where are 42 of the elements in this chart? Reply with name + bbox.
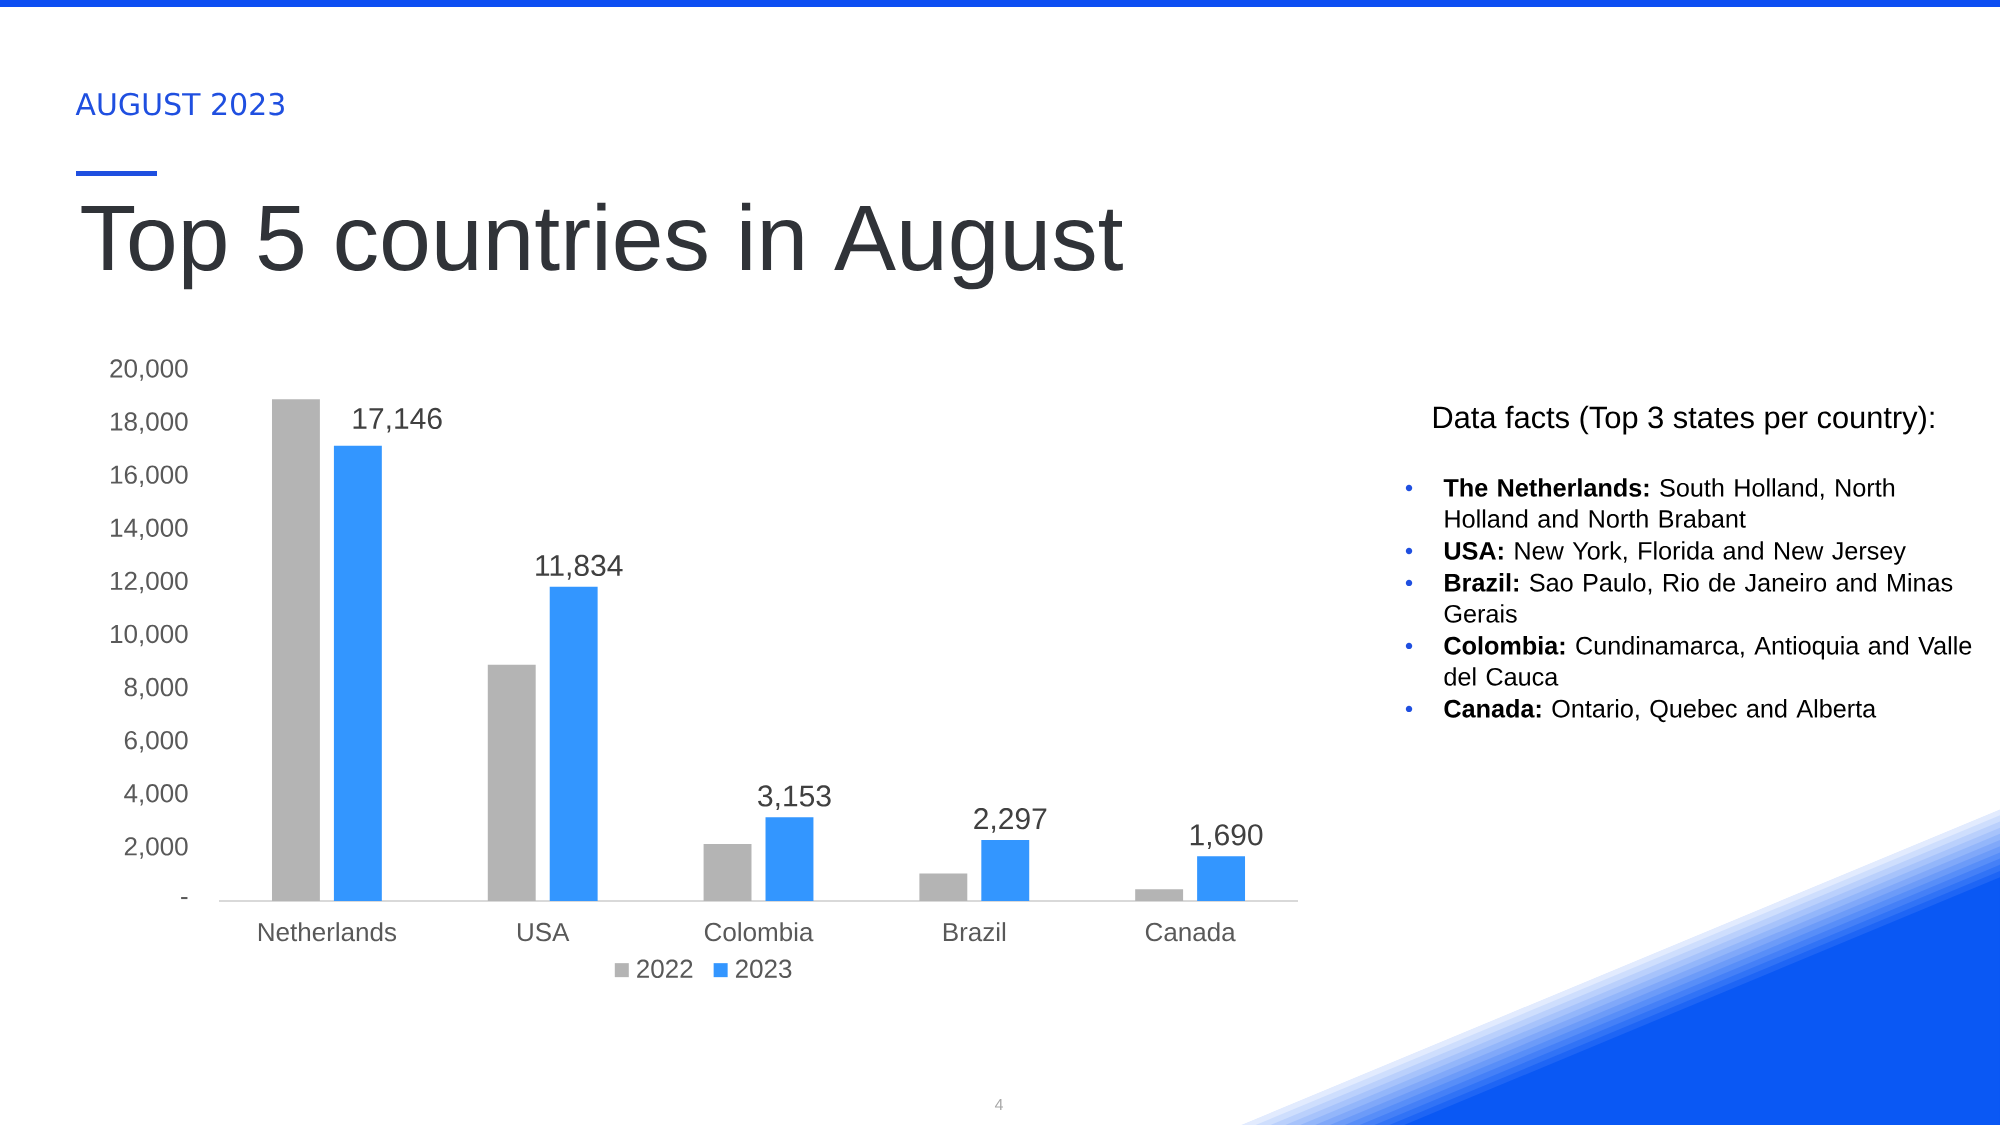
x-tick-label: Colombia (704, 922, 814, 942)
bar (765, 817, 814, 902)
bar (333, 445, 382, 902)
text: USA: New York, Florida and New Jersey (1444, 541, 1906, 565)
y-tick-label: 14,000 (111, 518, 188, 541)
data-label: 3,153 (758, 785, 831, 811)
chart-subtitle: AUGUST 2023 (75, 92, 284, 116)
x-tick-label: Canada (1145, 922, 1236, 942)
bar (487, 664, 536, 902)
y-tick-label: 12,000 (111, 571, 188, 594)
chart-title: Top 5 countries in August (81, 202, 1123, 290)
data-label: 11,834 (536, 554, 623, 580)
legend-label: 2023 (735, 959, 792, 978)
x-tick-label: USA (517, 922, 570, 942)
y-tick-label: 10,000 (111, 624, 188, 647)
bar (919, 873, 968, 902)
data-label: 17,146 (353, 407, 442, 433)
data-label: 2,297 (974, 808, 1047, 833)
bar (271, 399, 320, 902)
bar (981, 840, 1030, 902)
x-tick-label: Netherlands (258, 922, 397, 942)
x-tick-label: Brazil (943, 922, 1006, 942)
legend-label: 2022 (637, 959, 693, 978)
text: The Netherlands: South Holland, North Holland and North Brabant (1443, 478, 1895, 528)
bar (549, 586, 598, 902)
bar (1135, 889, 1184, 902)
data-label: 1,690 (1190, 824, 1263, 849)
y-tick-label: 8,000 (124, 677, 188, 700)
bar (1197, 856, 1246, 902)
y-tick-label: 2,000 (124, 837, 188, 859)
y-tick-label: 6,000 (124, 730, 188, 753)
y-tick-label: 20,000 (110, 359, 188, 381)
y-tick-label: 18,000 (111, 412, 188, 434)
text: 4 (994, 1099, 1004, 1111)
text: Colombia: Cundinamarca, Antioquia and Valle del Cauca (1444, 636, 1972, 686)
bar (703, 843, 752, 902)
text: Data facts (Top 3 states per country): (1433, 405, 1934, 435)
y-tick-label: 16,000 (111, 465, 188, 487)
y-tick-label: 4,000 (124, 784, 188, 806)
text: Brazil: Sao Paulo, Rio de Janeiro and Minas Gerais (1444, 573, 1953, 623)
y-tick-label: - (181, 897, 188, 900)
text: Canada: Ontario, Quebec and Alberta (1444, 699, 1877, 723)
